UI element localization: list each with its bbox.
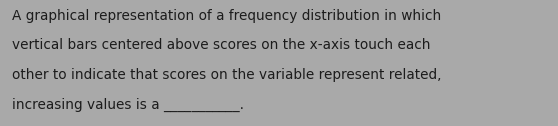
Text: A graphical representation of a frequency distribution in which: A graphical representation of a frequenc… — [12, 9, 441, 23]
Text: vertical bars centered above scores on the x-axis touch each: vertical bars centered above scores on t… — [12, 38, 431, 52]
Text: increasing values is a ___________.: increasing values is a ___________. — [12, 98, 244, 112]
Text: other to indicate that scores on the variable represent related,: other to indicate that scores on the var… — [12, 68, 442, 82]
